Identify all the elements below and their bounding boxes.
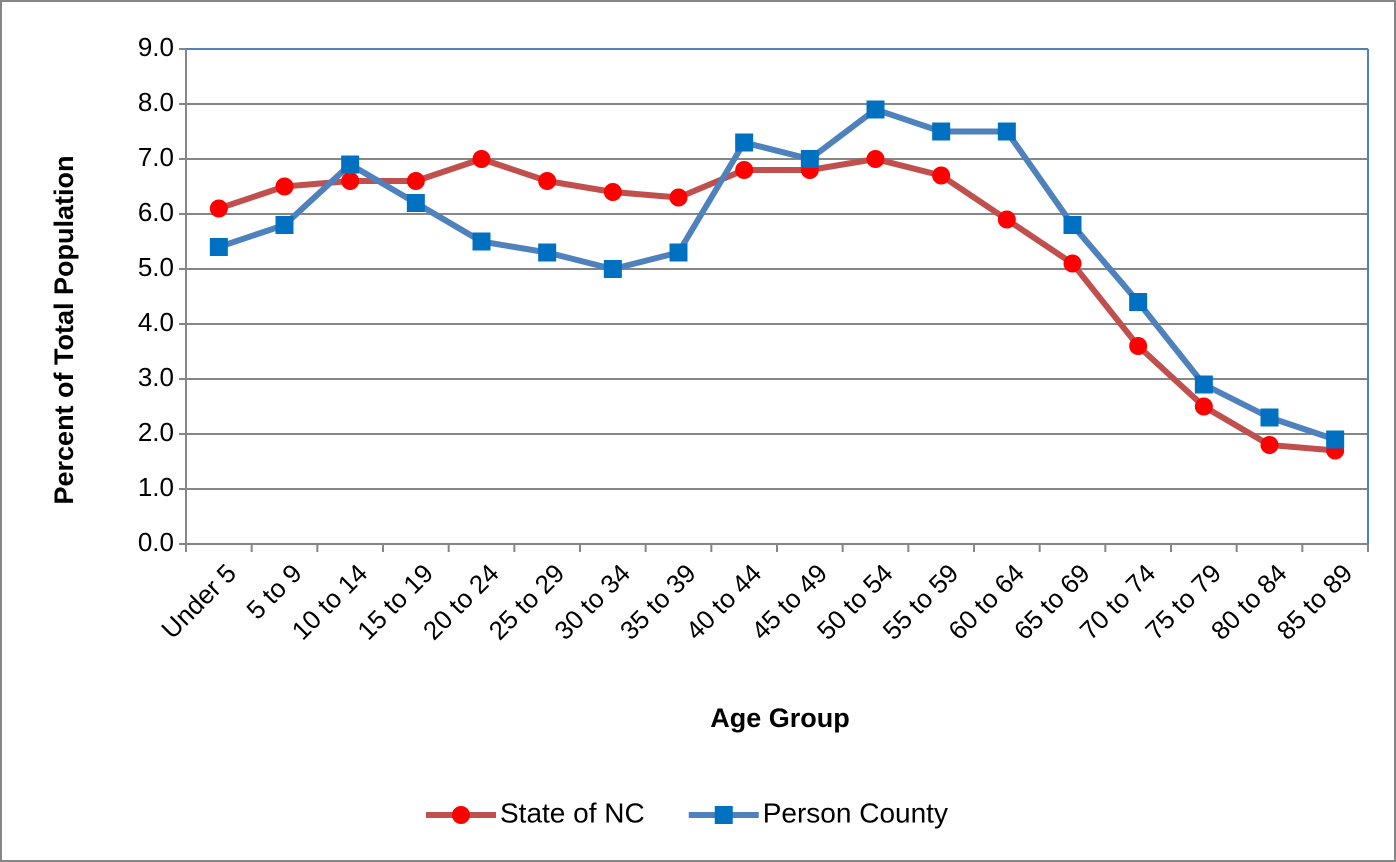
y-tick-label: 9.0 xyxy=(138,32,174,62)
legend-label: State of NC xyxy=(500,797,645,828)
data-point xyxy=(275,177,294,196)
data-point xyxy=(735,133,754,152)
x-axis-title: Age Group xyxy=(710,703,850,733)
data-point xyxy=(1063,216,1082,234)
data-point xyxy=(406,194,425,212)
data-point xyxy=(406,172,425,190)
data-point xyxy=(1194,375,1213,394)
data-point xyxy=(866,150,885,168)
legend-marker xyxy=(714,806,733,824)
data-point xyxy=(603,260,622,278)
data-point xyxy=(669,243,688,262)
y-tick-label: 2.0 xyxy=(138,417,174,447)
data-point xyxy=(932,122,951,141)
data-point xyxy=(1260,408,1279,427)
y-tick-label: 6.0 xyxy=(138,197,174,227)
data-point xyxy=(1129,293,1148,311)
y-tick-label: 4.0 xyxy=(138,307,174,337)
data-point xyxy=(1194,397,1213,416)
data-point xyxy=(997,210,1016,229)
series-line xyxy=(217,106,1337,443)
data-point xyxy=(800,150,819,168)
series-line xyxy=(217,156,1336,454)
y-tick-label: 5.0 xyxy=(138,252,174,282)
data-point xyxy=(341,155,360,174)
data-point xyxy=(472,150,491,168)
data-point xyxy=(603,183,622,201)
data-point xyxy=(209,199,228,218)
y-axis-title: Percent of Total Population xyxy=(49,155,79,504)
data-point xyxy=(1326,430,1345,449)
data-point xyxy=(209,238,228,256)
y-tick-label: 0.0 xyxy=(138,527,174,557)
data-point xyxy=(538,243,557,262)
data-point xyxy=(735,161,754,179)
data-point xyxy=(932,166,951,185)
data-point xyxy=(669,188,688,207)
data-point xyxy=(341,172,360,190)
data-point xyxy=(275,216,294,234)
data-point xyxy=(472,232,491,251)
y-tick-label: 7.0 xyxy=(138,142,174,172)
y-tick-label: 1.0 xyxy=(138,472,174,502)
y-tick-label: 8.0 xyxy=(138,87,174,117)
data-point xyxy=(997,122,1016,141)
data-point xyxy=(538,172,557,190)
legend-label: Person County xyxy=(763,797,948,828)
data-point xyxy=(1063,254,1082,273)
data-point xyxy=(1129,337,1148,355)
y-tick-label: 3.0 xyxy=(138,362,174,392)
legend-marker xyxy=(452,806,470,824)
data-point xyxy=(866,100,885,119)
data-point xyxy=(1260,436,1279,454)
